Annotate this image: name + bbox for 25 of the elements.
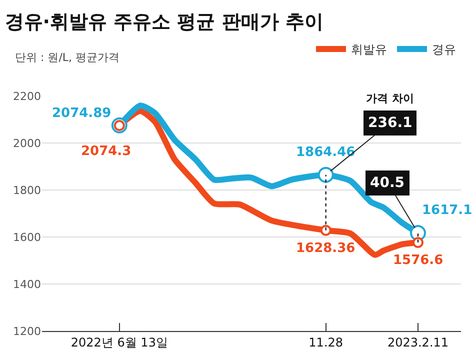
point <box>320 224 332 236</box>
y-tick-label: 2000 <box>13 136 41 150</box>
y-tick-label: 1600 <box>13 230 41 244</box>
annotation: 1576.6 <box>393 253 444 268</box>
x-tick-label: 11.28 <box>308 335 344 350</box>
annotation: 1617.1 <box>422 203 472 218</box>
x-tick-label: 2023.2.11 <box>387 335 449 350</box>
chart-subtitle: 단위 : 원/L, 평균가격 <box>15 51 120 64</box>
y-tick-label: 1800 <box>13 184 41 197</box>
annotation: 1864.46 <box>296 145 356 160</box>
annotation: 40.5 <box>370 175 405 191</box>
point <box>412 237 424 248</box>
annotation: 1628.36 <box>296 241 356 256</box>
chart-title: 경유·휘발유 주유소 평균 판매가 추이 <box>4 10 324 33</box>
x-tick-label: 2022년 6월 13일 <box>70 335 168 350</box>
annotation: 2074.89 <box>52 106 112 121</box>
annotation: 2074.3 <box>81 144 132 159</box>
annotation: 가격 차이 <box>366 92 414 105</box>
annotation: 236.1 <box>368 115 412 131</box>
legend-label: 경유 <box>432 42 456 57</box>
y-tick-label: 2200 <box>13 90 41 103</box>
point <box>318 166 334 183</box>
y-tick-label: 1200 <box>13 324 41 338</box>
y-tick-label: 1400 <box>13 278 41 291</box>
legend-label: 휘발유 <box>351 42 387 57</box>
